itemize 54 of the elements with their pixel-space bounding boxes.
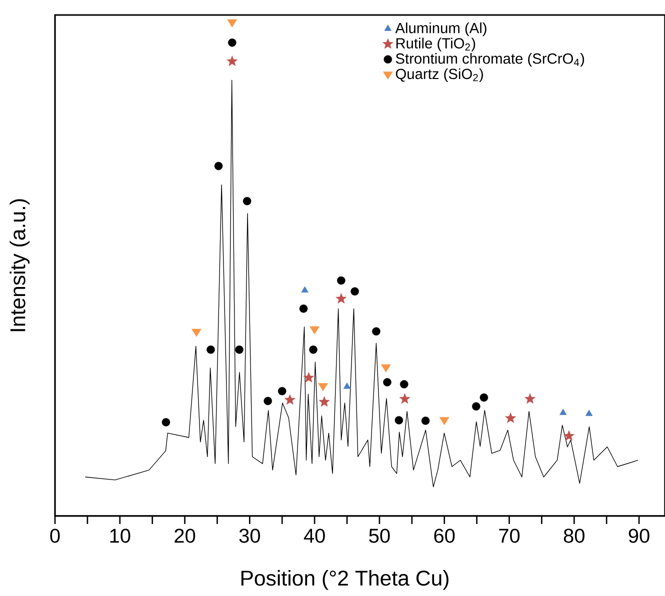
- point: [563, 430, 574, 441]
- point: [214, 162, 223, 170]
- point: [206, 346, 215, 354]
- point: [439, 417, 450, 426]
- point: [372, 327, 380, 336]
- x-tick-label: 50: [369, 528, 390, 543]
- point: [278, 386, 286, 396]
- x-tick-label: 90: [628, 528, 650, 543]
- point: [421, 416, 430, 425]
- point: [284, 394, 296, 405]
- point: [235, 346, 244, 354]
- x-tick-label: 30: [239, 528, 260, 543]
- point: [226, 56, 238, 66]
- point: [299, 304, 308, 313]
- x-tick-label: 0: [50, 528, 60, 543]
- point: [228, 38, 236, 47]
- point: [336, 293, 347, 304]
- x-axis-title: Position (°2 Theta Cu): [241, 570, 448, 590]
- point: [264, 396, 272, 406]
- point: [192, 328, 202, 337]
- point: [310, 326, 320, 334]
- legend-label: Rutile (TiO$_{2}$): [396, 38, 476, 52]
- point: [303, 372, 314, 382]
- point: [318, 396, 330, 407]
- point: [560, 408, 567, 415]
- point: [383, 378, 392, 386]
- point: [337, 276, 346, 285]
- point: [318, 383, 328, 392]
- point: [480, 393, 488, 402]
- point: [242, 196, 252, 206]
- x-tick-label: 80: [564, 528, 584, 543]
- point: [381, 364, 391, 372]
- point: [301, 286, 308, 293]
- point: [394, 416, 404, 424]
- x-tick-label: 20: [174, 528, 196, 543]
- x-tick-label: 10: [110, 528, 130, 543]
- legend-label: Strontium chromate (SrCrO$_{4}$): [396, 53, 584, 67]
- point: [472, 402, 480, 411]
- legend-label: Aluminum (Al): [395, 22, 486, 36]
- point: [505, 412, 516, 423]
- point: [400, 380, 408, 388]
- point: [524, 393, 536, 404]
- point: [227, 19, 238, 28]
- x-tick-label: 60: [434, 528, 455, 543]
- point: [162, 418, 170, 426]
- point: [350, 287, 359, 296]
- x-tick-label: 70: [499, 528, 520, 543]
- point: [585, 410, 593, 416]
- x-tick-label: 40: [304, 528, 325, 543]
- y-axis-title: Intensity (a.u.): [10, 199, 30, 332]
- point: [309, 346, 318, 354]
- legend-label: Quartz (SiO$_{2}$): [396, 68, 483, 82]
- point: [343, 382, 351, 389]
- point: [399, 393, 410, 404]
